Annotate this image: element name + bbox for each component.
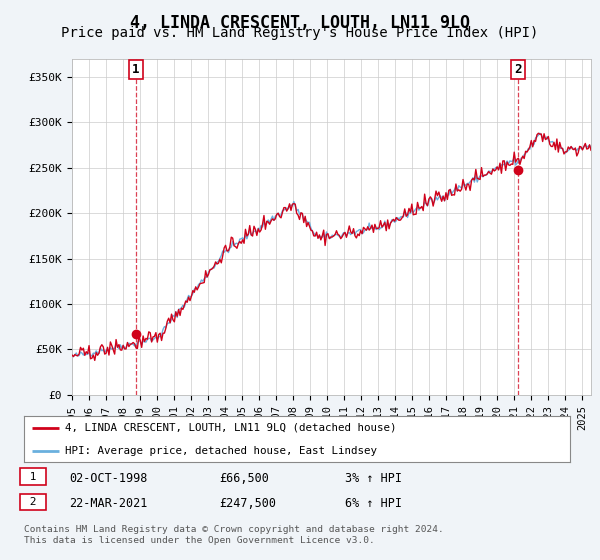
Text: 4, LINDA CRESCENT, LOUTH, LN11 9LQ (detached house): 4, LINDA CRESCENT, LOUTH, LN11 9LQ (deta…	[65, 423, 397, 432]
Text: 2: 2	[514, 63, 522, 76]
Text: HPI: Average price, detached house, East Lindsey: HPI: Average price, detached house, East…	[65, 446, 377, 455]
Text: 3% ↑ HPI: 3% ↑ HPI	[345, 472, 402, 484]
Text: Contains HM Land Registry data © Crown copyright and database right 2024.
This d: Contains HM Land Registry data © Crown c…	[24, 525, 444, 545]
Text: Price paid vs. HM Land Registry's House Price Index (HPI): Price paid vs. HM Land Registry's House …	[61, 26, 539, 40]
Text: 02-OCT-1998: 02-OCT-1998	[69, 472, 148, 484]
Text: £247,500: £247,500	[219, 497, 276, 510]
Text: 1: 1	[132, 63, 140, 76]
Text: 22-MAR-2021: 22-MAR-2021	[69, 497, 148, 510]
Text: 1: 1	[23, 472, 43, 482]
Text: 4, LINDA CRESCENT, LOUTH, LN11 9LQ: 4, LINDA CRESCENT, LOUTH, LN11 9LQ	[130, 14, 470, 32]
Text: 6% ↑ HPI: 6% ↑ HPI	[345, 497, 402, 510]
Text: £66,500: £66,500	[219, 472, 269, 484]
Text: 2: 2	[23, 497, 43, 507]
